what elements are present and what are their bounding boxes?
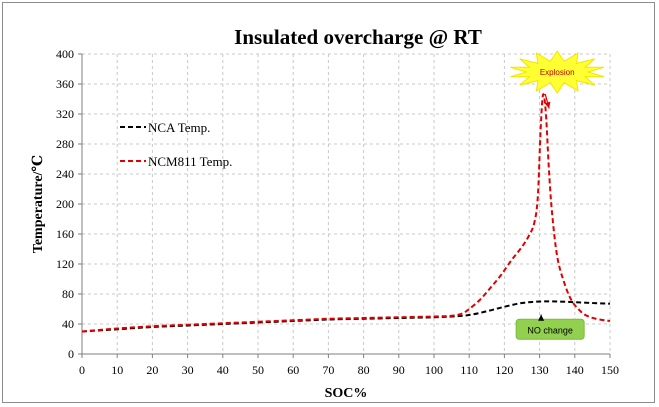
y-tick-label: 0 <box>68 347 74 361</box>
explosion-label: Explosion <box>540 68 575 77</box>
legend: NCA Temp. NCM811 Temp. <box>120 120 232 169</box>
x-tick-label: 0 <box>79 363 85 377</box>
x-tick-label: 10 <box>111 363 123 377</box>
x-tick-label: 70 <box>322 363 334 377</box>
chart-title: Insulated overcharge @ RT <box>234 25 482 49</box>
x-tick-label: 100 <box>425 363 443 377</box>
tick-labels: 0 40 80 120 160 200 240 280 320 360 400 0 10 20 30 40 50… <box>56 47 619 377</box>
y-tick-label: 320 <box>56 107 74 121</box>
x-tick-label: 60 <box>287 363 299 377</box>
x-axis-label: SOC% <box>325 386 368 401</box>
y-tick-label: 360 <box>56 77 74 91</box>
legend-label: NCM811 Temp. <box>148 154 232 169</box>
y-tick-label: 160 <box>56 227 74 241</box>
no-change-label: NO change <box>527 325 573 335</box>
grid <box>82 53 611 354</box>
x-tick-label: 40 <box>217 363 229 377</box>
arrow-head <box>538 314 545 321</box>
legend-label: NCA Temp. <box>148 120 210 135</box>
x-tick-label: 90 <box>393 363 405 377</box>
x-tick-label: 30 <box>182 363 194 377</box>
x-tick-label: 140 <box>566 363 584 377</box>
y-axis-label: Temperature/℃ <box>31 155 46 254</box>
y-tick-label: 200 <box>56 197 74 211</box>
y-tick-label: 240 <box>56 167 74 181</box>
y-tick-label: 80 <box>62 287 74 301</box>
arrow-head <box>544 101 551 109</box>
axes <box>78 53 611 358</box>
annotations: Explosion NO change <box>510 50 605 340</box>
x-tick-label: 120 <box>495 363 513 377</box>
x-tick-label: 20 <box>146 363 158 377</box>
series-layer <box>81 93 611 333</box>
x-tick-label: 130 <box>531 363 549 377</box>
x-tick-label: 80 <box>358 363 370 377</box>
y-tick-label: 120 <box>56 257 74 271</box>
explosion-starburst <box>510 50 605 94</box>
no-change-box <box>515 318 585 340</box>
x-tick-label: 110 <box>460 363 478 377</box>
x-tick-label: 150 <box>601 363 619 377</box>
x-tick-label: 50 <box>252 363 264 377</box>
y-tick-label: 40 <box>62 317 74 331</box>
y-tick-label: 280 <box>56 137 74 151</box>
ncm811-temp-line <box>81 93 611 333</box>
y-tick-label: 400 <box>56 47 74 61</box>
